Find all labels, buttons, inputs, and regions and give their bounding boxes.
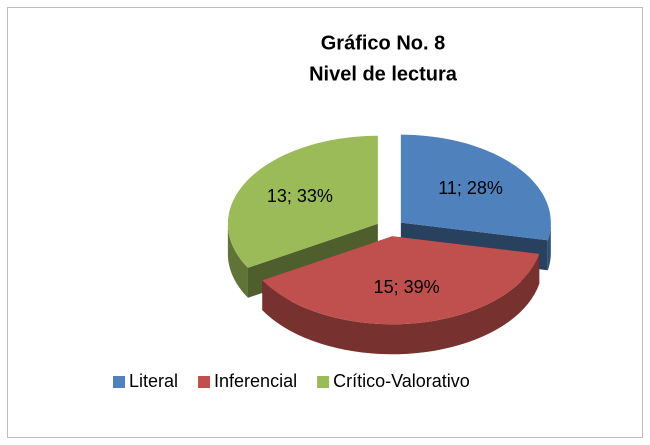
legend-swatch — [317, 376, 330, 388]
chart-title: Gráfico No. 8 — [321, 32, 445, 54]
slice-top — [262, 236, 540, 325]
legend-label: Literal — [129, 371, 178, 391]
data-label: 13; 33% — [267, 186, 333, 206]
slice-side — [262, 253, 540, 355]
legend-swatch — [113, 376, 125, 388]
legend-label: Inferencial — [214, 371, 297, 391]
legend-swatch — [198, 376, 211, 388]
data-label: 15; 39% — [374, 277, 440, 297]
slice-top — [227, 135, 378, 268]
slice-side — [547, 222, 551, 271]
slice-side — [227, 223, 248, 298]
slice — [262, 236, 540, 355]
data-label: 11; 28% — [438, 178, 503, 198]
slice-top — [400, 134, 551, 241]
chart-subtitle: Nivel de lectura — [309, 63, 458, 85]
legend-label: Crítico-Valorativo — [333, 371, 470, 391]
